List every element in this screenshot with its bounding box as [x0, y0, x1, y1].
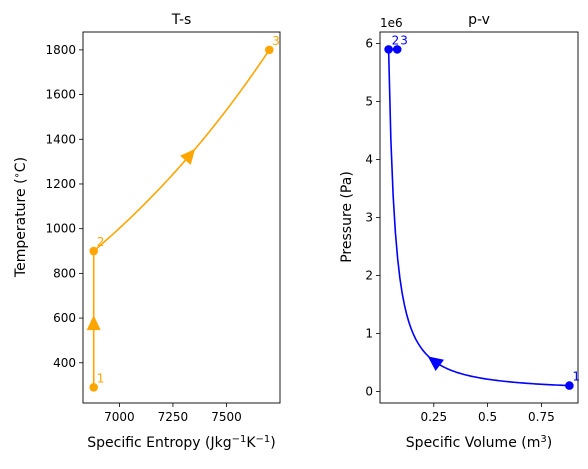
ts-x-tick-label: 7000: [104, 410, 135, 424]
ts-x-axis-label: Specific Entropy (Jkg−1K−1): [87, 434, 276, 452]
pv-y-tick-label: 6: [365, 37, 373, 51]
ts-process-line-2-3: [93, 49, 270, 252]
pv-y-tick-label: 5: [365, 95, 373, 109]
pv-state-point-3: [392, 45, 402, 54]
ts-direction-arrow-1-2: [86, 315, 101, 331]
ts-state-point-1: [89, 383, 99, 392]
pv-direction-arrow-1-2: [427, 356, 444, 372]
ts-series: 1 2 3: [86, 34, 280, 392]
ts-y-tick-label: 1400: [45, 132, 76, 146]
ts-direction-arrow-2-3: [180, 148, 196, 165]
pv-y-tick-label: 2: [365, 268, 373, 282]
ts-y-tick-label: 1200: [45, 177, 76, 191]
pv-x-tick-label: 0.75: [528, 410, 555, 424]
ts-y-tick-label: 1000: [45, 222, 76, 236]
pv-tick-marks: 0.25 0.5 0.75 0 1 2 3 4 5 6: [365, 37, 554, 424]
pv-series: 1 2 3: [384, 33, 580, 390]
pv-chart-title: p-v: [468, 12, 490, 28]
pv-y-tick-label: 4: [365, 153, 373, 167]
pv-x-tick-label: 0.5: [478, 410, 497, 424]
pv-state-point-2: [384, 45, 393, 54]
ts-chart: T-s 7000 7250 7500 400 600 800 1000 1200 1400 160…: [12, 12, 281, 451]
pv-y-tick-label: 3: [365, 211, 373, 225]
ts-state-label-2: 2: [97, 235, 105, 249]
pv-x-tick-label: 0.25: [420, 410, 447, 424]
ts-state-point-3: [264, 45, 274, 55]
pv-offset-text: 1e6: [380, 16, 403, 30]
ts-y-axis-label: Temperature (∘C): [12, 157, 30, 278]
pv-state-label-3: 3: [400, 33, 408, 47]
ts-y-tick-label: 400: [53, 356, 76, 370]
ts-y-tick-label: 600: [53, 311, 76, 325]
pv-state-label-1: 1: [572, 370, 580, 384]
pv-state-label-2: 2: [392, 33, 400, 47]
ts-y-tick-label: 1800: [45, 43, 76, 57]
ts-x-tick-label: 7250: [158, 410, 189, 424]
ts-plot-frame: [82, 31, 281, 404]
ts-state-label-1: 1: [97, 371, 105, 385]
ts-tick-marks: 7000 7250 7500 400 600 800 1000 1200 1400 1600 180…: [45, 43, 241, 424]
pv-y-axis-label: Pressure (Pa): [339, 171, 355, 263]
ts-y-tick-label: 800: [53, 266, 76, 280]
pv-y-tick-label: 1: [365, 326, 373, 340]
ts-x-tick-label: 7500: [211, 410, 242, 424]
pv-y-tick-label: 0: [365, 384, 373, 398]
ts-chart-title: T-s: [171, 12, 192, 28]
ts-state-label-3: 3: [272, 34, 280, 48]
pv-process-line-1-2: [387, 49, 570, 387]
ts-state-point-2: [89, 246, 99, 256]
pv-state-point-1: [565, 381, 574, 390]
pv-x-axis-label: Specific Volume (m3): [406, 434, 552, 452]
pv-plot-frame: [379, 31, 579, 404]
ts-y-tick-label: 1600: [45, 88, 76, 102]
